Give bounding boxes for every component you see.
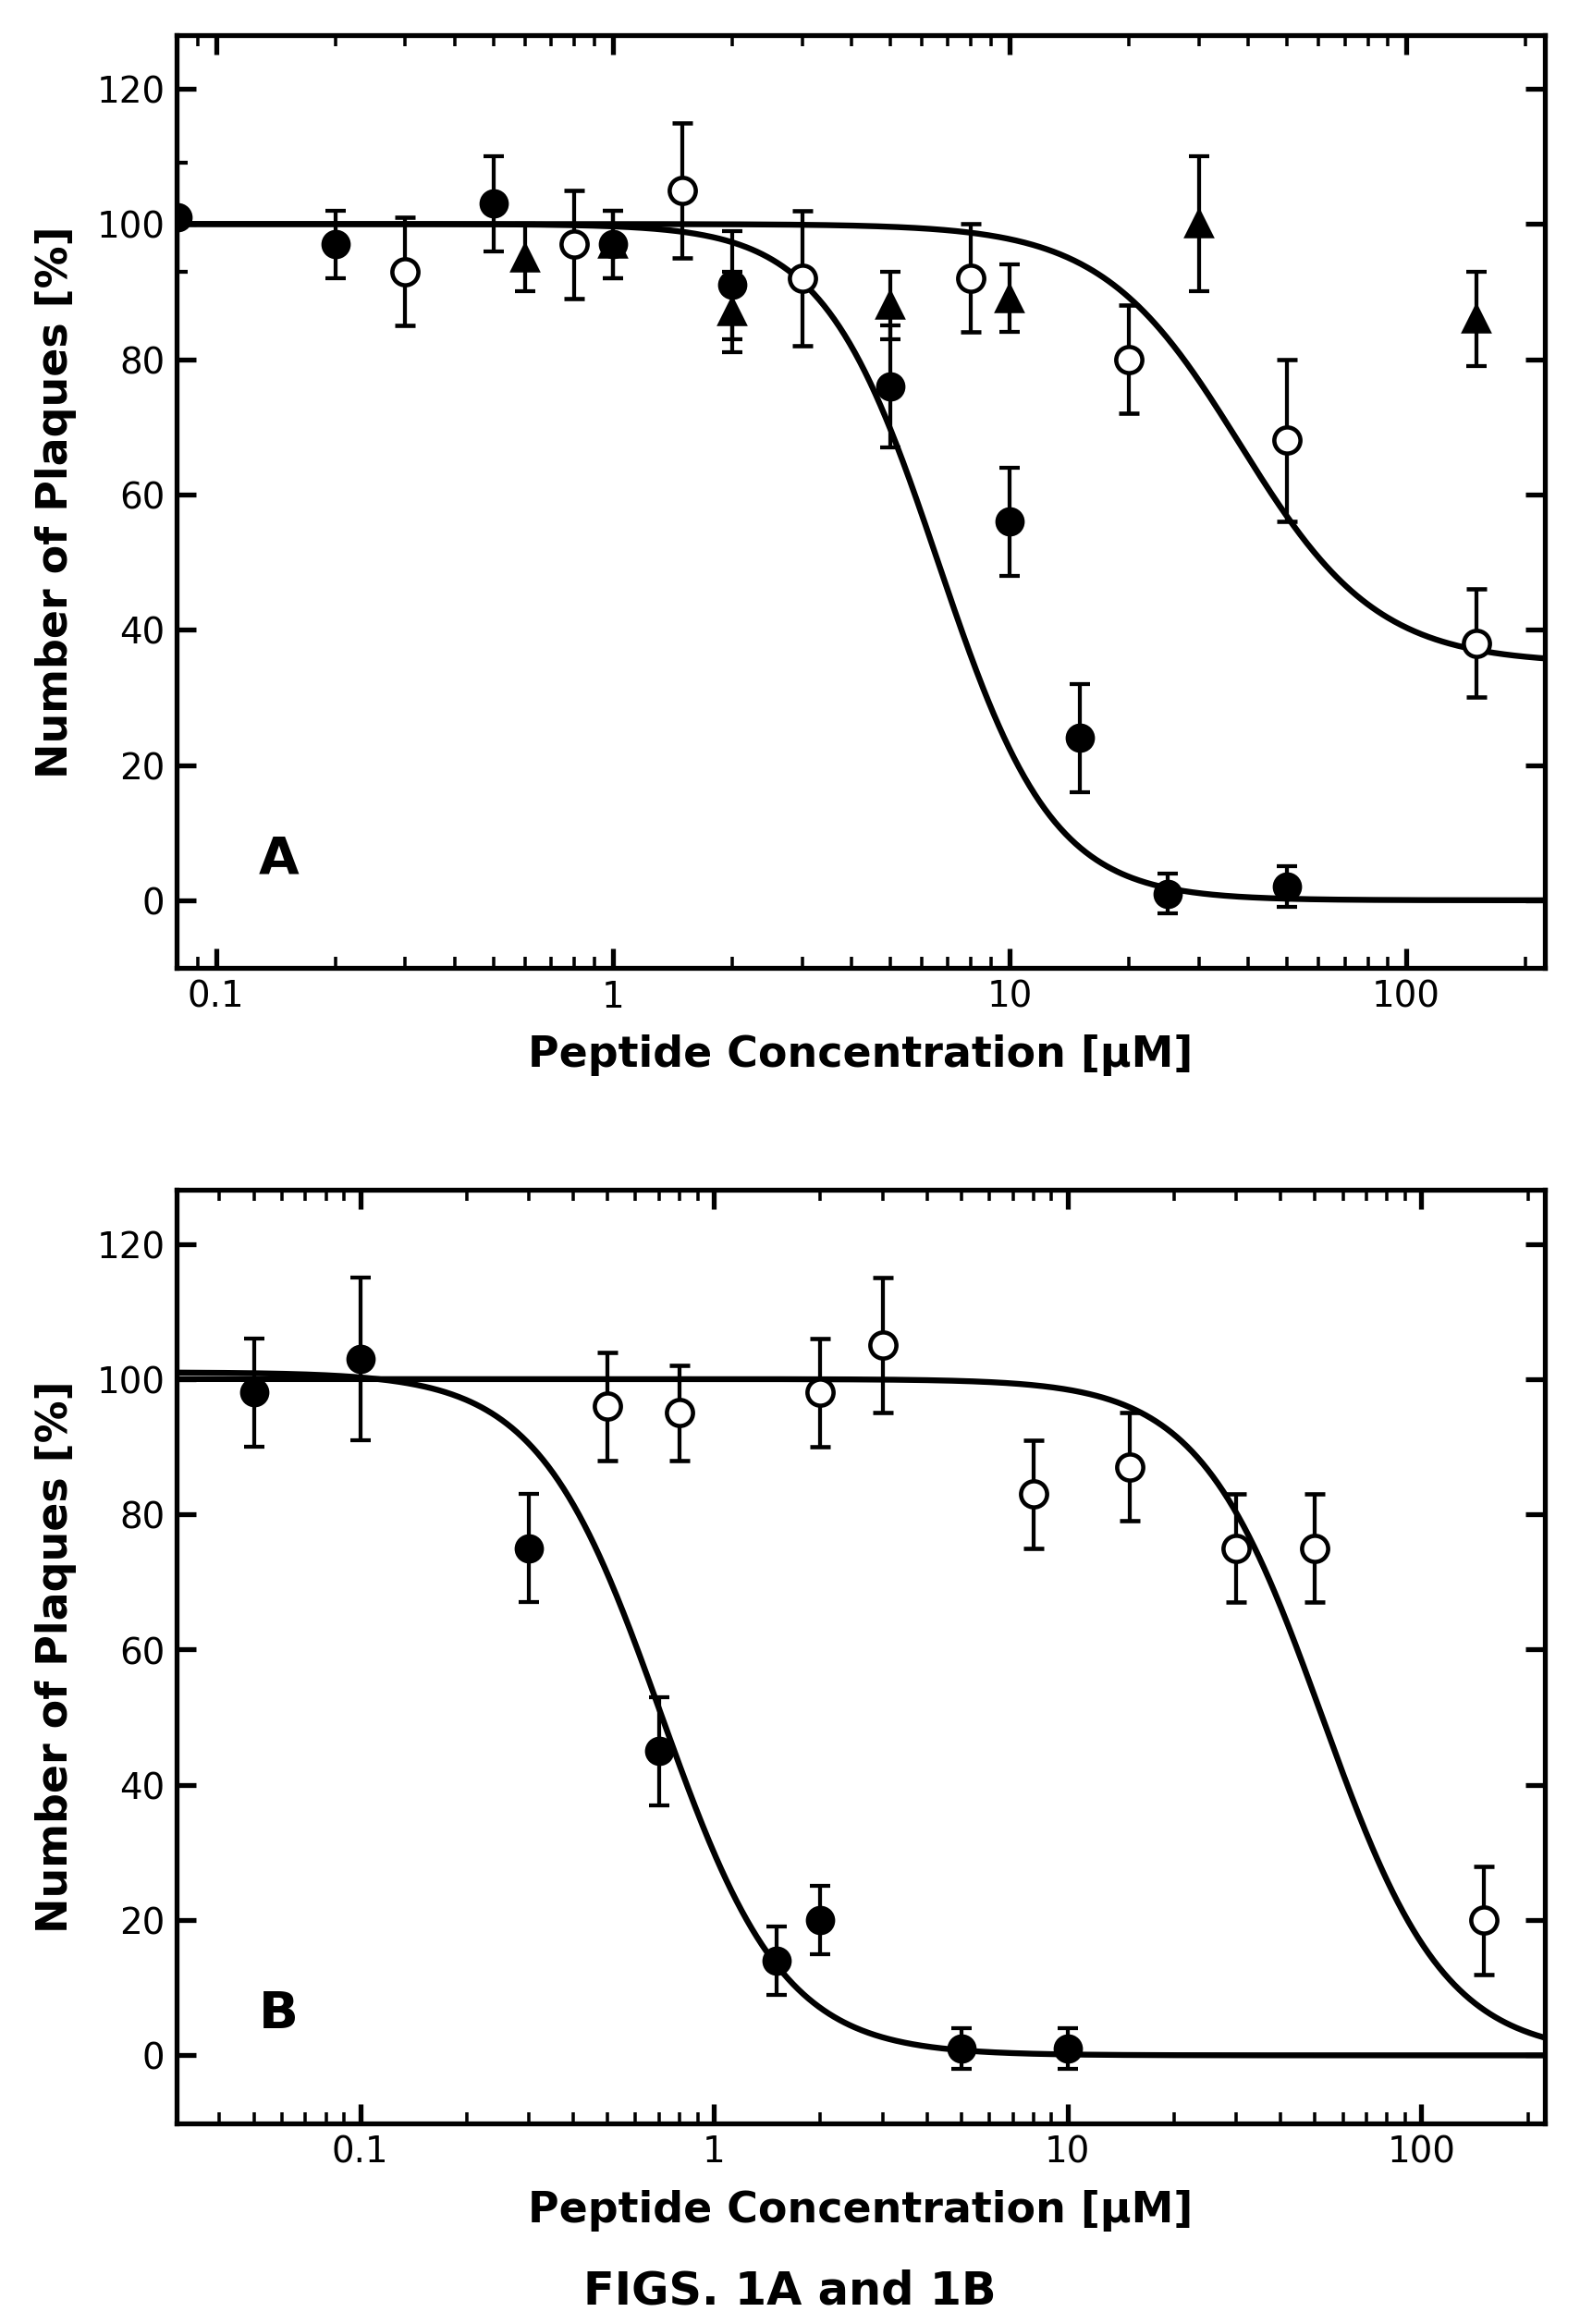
X-axis label: Peptide Concentration [μM]: Peptide Concentration [μM] [528,2189,1193,2231]
Text: B: B [259,1989,299,2038]
Y-axis label: Number of Plaques [%]: Number of Plaques [%] [35,225,77,779]
Text: FIGS. 1A and 1B: FIGS. 1A and 1B [583,2268,997,2312]
X-axis label: Peptide Concentration [μM]: Peptide Concentration [μM] [528,1034,1193,1076]
Text: A: A [259,834,299,883]
Y-axis label: Number of Plaques [%]: Number of Plaques [%] [35,1380,77,1934]
